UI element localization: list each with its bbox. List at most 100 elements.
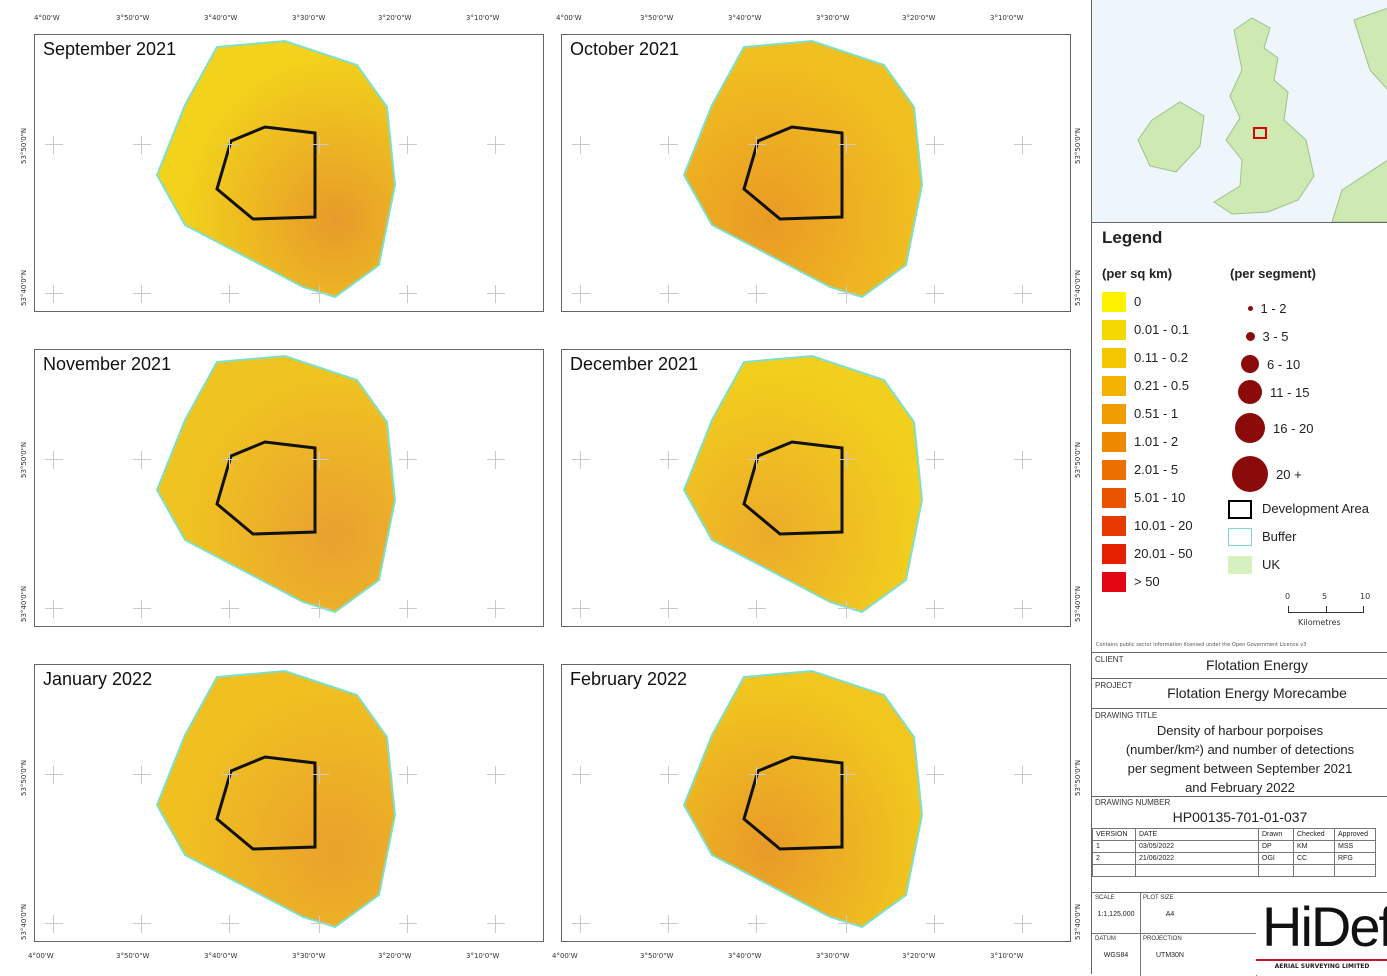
scale-label: SCALE xyxy=(1095,895,1115,901)
lat-label: 53°50'0"N xyxy=(20,128,28,164)
graticule-cross xyxy=(660,766,678,784)
version-cell: 1 xyxy=(1093,841,1136,853)
projection-value: UTM30N xyxy=(1140,952,1200,959)
density-label: 0.11 - 0.2 xyxy=(1134,350,1188,365)
legend-title: Legend xyxy=(1102,228,1162,248)
drawn-cell: DP xyxy=(1259,841,1294,853)
date-cell: 03/05/2022 xyxy=(1136,841,1259,853)
graticule-cross xyxy=(45,136,63,154)
lon-label: 3°10'0"W xyxy=(466,952,499,960)
lon-label: 3°40'0"W xyxy=(204,952,237,960)
logo-subtitle: AERIAL SURVEYING LIMITED xyxy=(1256,959,1387,973)
graticule-cross xyxy=(748,451,766,469)
graticule-cross xyxy=(660,600,678,618)
graticule-cross xyxy=(1014,285,1032,303)
graticule-cross xyxy=(660,915,678,933)
density-map-svg xyxy=(562,350,1070,626)
segment-dot xyxy=(1241,355,1259,373)
graticule-cross xyxy=(45,451,63,469)
segment-label: 11 - 15 xyxy=(1270,385,1310,400)
lon-label: 3°40'0"W xyxy=(204,14,237,22)
drawing-title-line: Density of harbour porpoises xyxy=(1092,721,1387,740)
lon-label: 4°00'W xyxy=(552,952,578,960)
segment-dot xyxy=(1235,413,1265,443)
lon-label: 3°20'0"W xyxy=(902,952,935,960)
lon-label: 3°20'0"W xyxy=(902,14,935,22)
lon-label: 3°20'0"W xyxy=(378,952,411,960)
scale-tick: 0 xyxy=(1285,592,1290,601)
scale-tick: 10 xyxy=(1360,592,1370,601)
plot-size-label: PLOT SIZE xyxy=(1143,895,1174,901)
graticule-cross xyxy=(399,915,417,933)
uk-label: UK xyxy=(1262,557,1280,572)
graticule-cross xyxy=(838,285,856,303)
graticule-cross xyxy=(660,285,678,303)
graticule-cross xyxy=(399,766,417,784)
drawing-number: HP00135-701-01-037 xyxy=(1092,809,1387,825)
version-row: 2 21/06/2022 OGI CC RFG xyxy=(1093,853,1376,865)
density-map-svg xyxy=(35,350,543,626)
lon-label: 3°30'0"W xyxy=(292,952,325,960)
map-panel: September 2021 xyxy=(34,34,544,312)
graticule-cross xyxy=(311,451,329,469)
checked-header: Checked xyxy=(1294,829,1335,841)
density-swatch xyxy=(1102,572,1126,592)
panel-title: October 2021 xyxy=(568,39,681,60)
graticule-cross xyxy=(748,600,766,618)
density-swatch xyxy=(1102,516,1126,536)
map-panel: November 2021 xyxy=(34,349,544,627)
uk-locator-svg xyxy=(1092,0,1387,222)
graticule-cross xyxy=(311,285,329,303)
density-label: 0.21 - 0.5 xyxy=(1134,378,1189,393)
graticule-cross xyxy=(926,600,944,618)
france-landmass xyxy=(1332,160,1387,222)
graticule-cross xyxy=(133,600,151,618)
logo-wordmark: HiDef xyxy=(1262,895,1387,959)
lat-label: 53°40'0"N xyxy=(20,586,28,622)
panel-title: December 2021 xyxy=(568,354,700,375)
lon-label: 4°00'W xyxy=(34,14,60,22)
drawing-title: Density of harbour porpoises (number/km²… xyxy=(1092,721,1387,797)
graticule-cross xyxy=(748,766,766,784)
version-cell: 2 xyxy=(1093,853,1136,865)
graticule-cross xyxy=(926,766,944,784)
graticule-cross xyxy=(221,915,239,933)
segment-dot xyxy=(1248,306,1253,311)
panel-title: November 2021 xyxy=(41,354,173,375)
date-cell: 21/06/2022 xyxy=(1136,853,1259,865)
density-map-svg xyxy=(35,665,543,941)
client-label: CLIENT xyxy=(1095,655,1123,664)
graticule-cross xyxy=(45,766,63,784)
segment-label: 6 - 10 xyxy=(1267,357,1300,372)
density-swatch xyxy=(1102,460,1126,480)
development-area-label: Development Area xyxy=(1262,501,1369,516)
graticule-cross xyxy=(838,600,856,618)
graticule-cross xyxy=(133,451,151,469)
graticule-cross xyxy=(838,915,856,933)
density-swatch xyxy=(1102,376,1126,396)
graticule-cross xyxy=(748,915,766,933)
graticule-cross xyxy=(1014,451,1032,469)
lon-label: 3°10'0"W xyxy=(990,952,1023,960)
segment-header: (per segment) xyxy=(1230,266,1316,281)
graticule-cross xyxy=(399,285,417,303)
client-value: Flotation Energy xyxy=(1132,657,1382,673)
graticule-cross xyxy=(838,766,856,784)
europe-landmass xyxy=(1354,8,1387,90)
drawing-title-label: DRAWING TITLE xyxy=(1095,711,1157,720)
graticule-cross xyxy=(133,285,151,303)
lon-label: 3°50'0"W xyxy=(640,14,673,22)
lon-label: 3°30'0"W xyxy=(816,14,849,22)
lon-label: 4°00'W xyxy=(556,14,582,22)
lon-label: 3°50'0"W xyxy=(640,952,673,960)
lon-label: 3°10'0"W xyxy=(990,14,1023,22)
graticule-cross xyxy=(487,285,505,303)
graticule-cross xyxy=(572,766,590,784)
lon-label: 3°50'0"W xyxy=(116,14,149,22)
survey-buffer-area xyxy=(157,671,395,927)
version-row: 1 03/05/2022 DP KM MSS xyxy=(1093,841,1376,853)
checked-cell: CC xyxy=(1294,853,1335,865)
density-label: 1.01 - 2 xyxy=(1134,434,1178,449)
graticule-cross xyxy=(399,136,417,154)
graticule-cross xyxy=(660,451,678,469)
